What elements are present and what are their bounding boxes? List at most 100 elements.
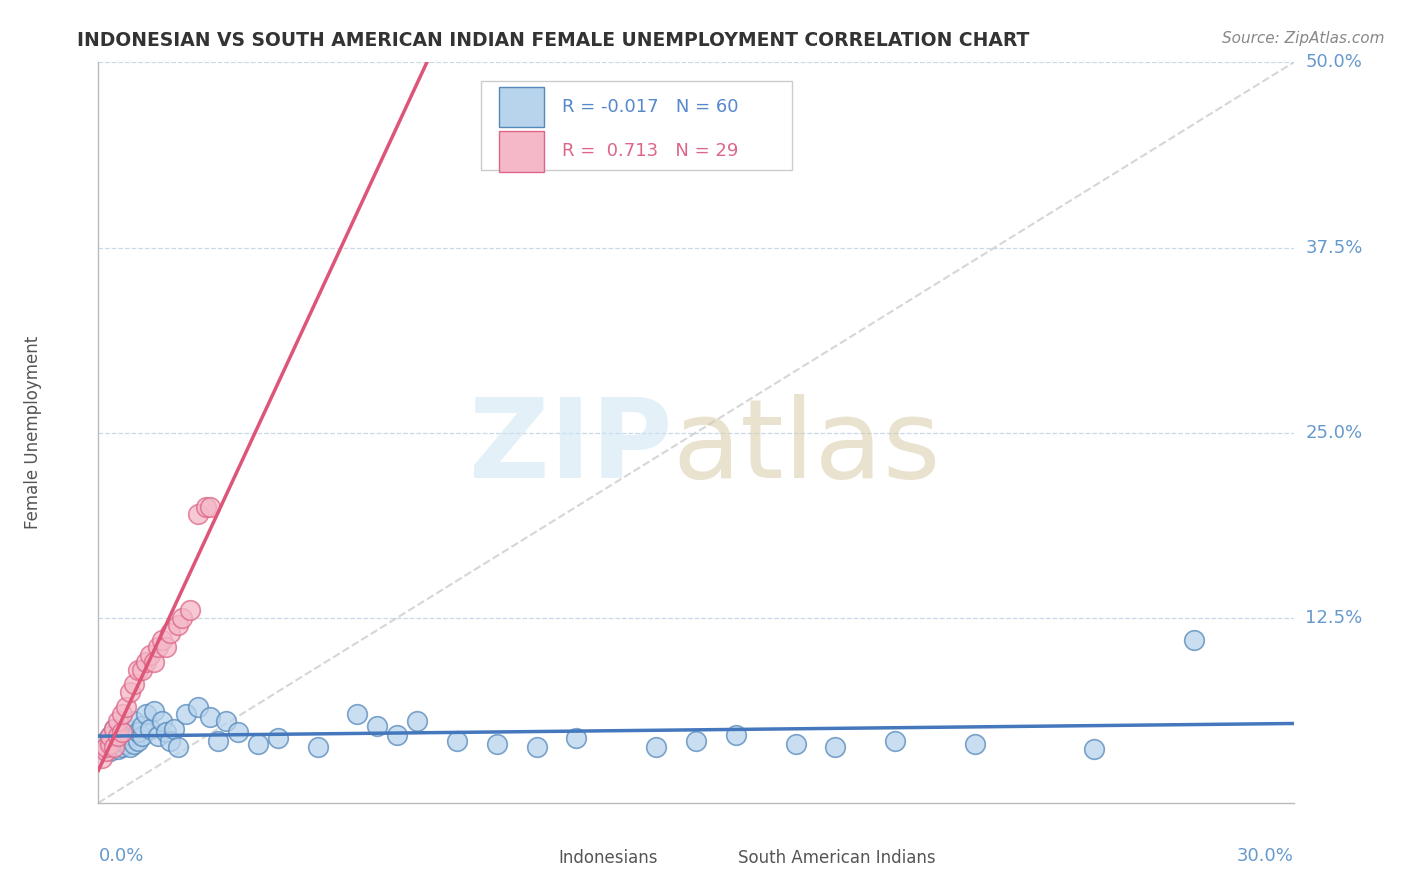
Point xyxy=(111,706,134,721)
Point xyxy=(785,737,807,751)
Point xyxy=(406,714,429,729)
Point xyxy=(103,722,125,736)
Point xyxy=(107,737,129,751)
Point xyxy=(198,710,221,724)
Point xyxy=(124,714,146,729)
Text: South American Indians: South American Indians xyxy=(738,849,935,867)
Text: INDONESIAN VS SOUTH AMERICAN INDIAN FEMALE UNEMPLOYMENT CORRELATION CHART: INDONESIAN VS SOUTH AMERICAN INDIAN FEMA… xyxy=(77,31,1029,50)
Point xyxy=(215,714,238,729)
Text: 0.0%: 0.0% xyxy=(98,847,143,865)
Point xyxy=(685,733,707,747)
Point xyxy=(565,731,588,745)
Point xyxy=(645,739,668,754)
Text: R =  0.713   N = 29: R = 0.713 N = 29 xyxy=(562,143,738,161)
Point xyxy=(115,737,138,751)
Point xyxy=(96,744,118,758)
Point xyxy=(127,733,149,747)
Point xyxy=(824,739,846,754)
Point xyxy=(155,724,177,739)
Point xyxy=(163,722,186,736)
Point xyxy=(267,731,290,745)
Point xyxy=(346,706,368,721)
Point xyxy=(1083,742,1105,756)
Point xyxy=(107,729,129,743)
Point xyxy=(111,724,134,739)
Point xyxy=(111,724,134,739)
Point xyxy=(103,739,125,754)
Point xyxy=(131,663,153,677)
Point xyxy=(115,699,138,714)
Point xyxy=(103,722,125,736)
Point xyxy=(98,729,122,743)
Point xyxy=(385,728,409,742)
Point xyxy=(135,706,157,721)
Text: 30.0%: 30.0% xyxy=(1237,847,1294,865)
Point xyxy=(124,677,146,691)
Point xyxy=(148,729,170,743)
Point xyxy=(131,729,153,743)
Point xyxy=(120,728,142,742)
FancyBboxPatch shape xyxy=(499,87,544,128)
Point xyxy=(195,500,218,514)
Text: Female Unemployment: Female Unemployment xyxy=(24,336,42,529)
Point xyxy=(246,737,269,751)
Point xyxy=(127,663,149,677)
Point xyxy=(124,737,146,751)
Point xyxy=(207,733,229,747)
Point xyxy=(366,719,388,733)
Point xyxy=(148,640,170,655)
FancyBboxPatch shape xyxy=(481,81,792,169)
Text: 37.5%: 37.5% xyxy=(1306,238,1362,257)
Point xyxy=(111,739,134,754)
Point xyxy=(120,685,142,699)
Point xyxy=(143,655,166,669)
Text: atlas: atlas xyxy=(672,394,941,501)
Point xyxy=(150,714,173,729)
Point xyxy=(167,618,190,632)
Point xyxy=(198,500,221,514)
Point xyxy=(96,739,118,754)
Point xyxy=(307,739,329,754)
Point xyxy=(107,742,129,756)
Point xyxy=(155,640,177,655)
Point xyxy=(446,733,468,747)
Point xyxy=(135,655,157,669)
Point xyxy=(526,739,548,754)
Text: Source: ZipAtlas.com: Source: ZipAtlas.com xyxy=(1222,31,1385,46)
Point xyxy=(179,603,201,617)
Point xyxy=(115,731,138,745)
Point xyxy=(91,751,114,765)
Point xyxy=(139,722,162,736)
Text: Indonesians: Indonesians xyxy=(558,849,658,867)
Text: 25.0%: 25.0% xyxy=(1306,424,1362,442)
FancyBboxPatch shape xyxy=(499,131,544,171)
Text: 12.5%: 12.5% xyxy=(1306,608,1362,627)
Point xyxy=(187,699,209,714)
Point xyxy=(963,737,986,751)
Point xyxy=(150,632,173,647)
Point xyxy=(103,733,125,747)
Point xyxy=(172,610,194,624)
Point xyxy=(187,507,209,521)
Point xyxy=(115,722,138,736)
Point xyxy=(139,648,162,662)
Point xyxy=(724,728,747,742)
Point xyxy=(103,739,125,754)
Text: 50.0%: 50.0% xyxy=(1306,54,1362,71)
Point xyxy=(143,704,166,718)
Point xyxy=(226,724,249,739)
FancyBboxPatch shape xyxy=(685,844,725,873)
Point xyxy=(159,733,181,747)
Text: R = -0.017   N = 60: R = -0.017 N = 60 xyxy=(562,98,738,116)
Point xyxy=(485,737,508,751)
Point xyxy=(167,739,190,754)
Point xyxy=(107,731,129,745)
Point xyxy=(98,729,122,743)
Text: ZIP: ZIP xyxy=(468,394,672,501)
Point xyxy=(98,737,122,751)
Point xyxy=(96,739,118,754)
Point xyxy=(1182,632,1205,647)
Point xyxy=(96,733,118,747)
Point xyxy=(131,719,153,733)
Point xyxy=(174,706,197,721)
